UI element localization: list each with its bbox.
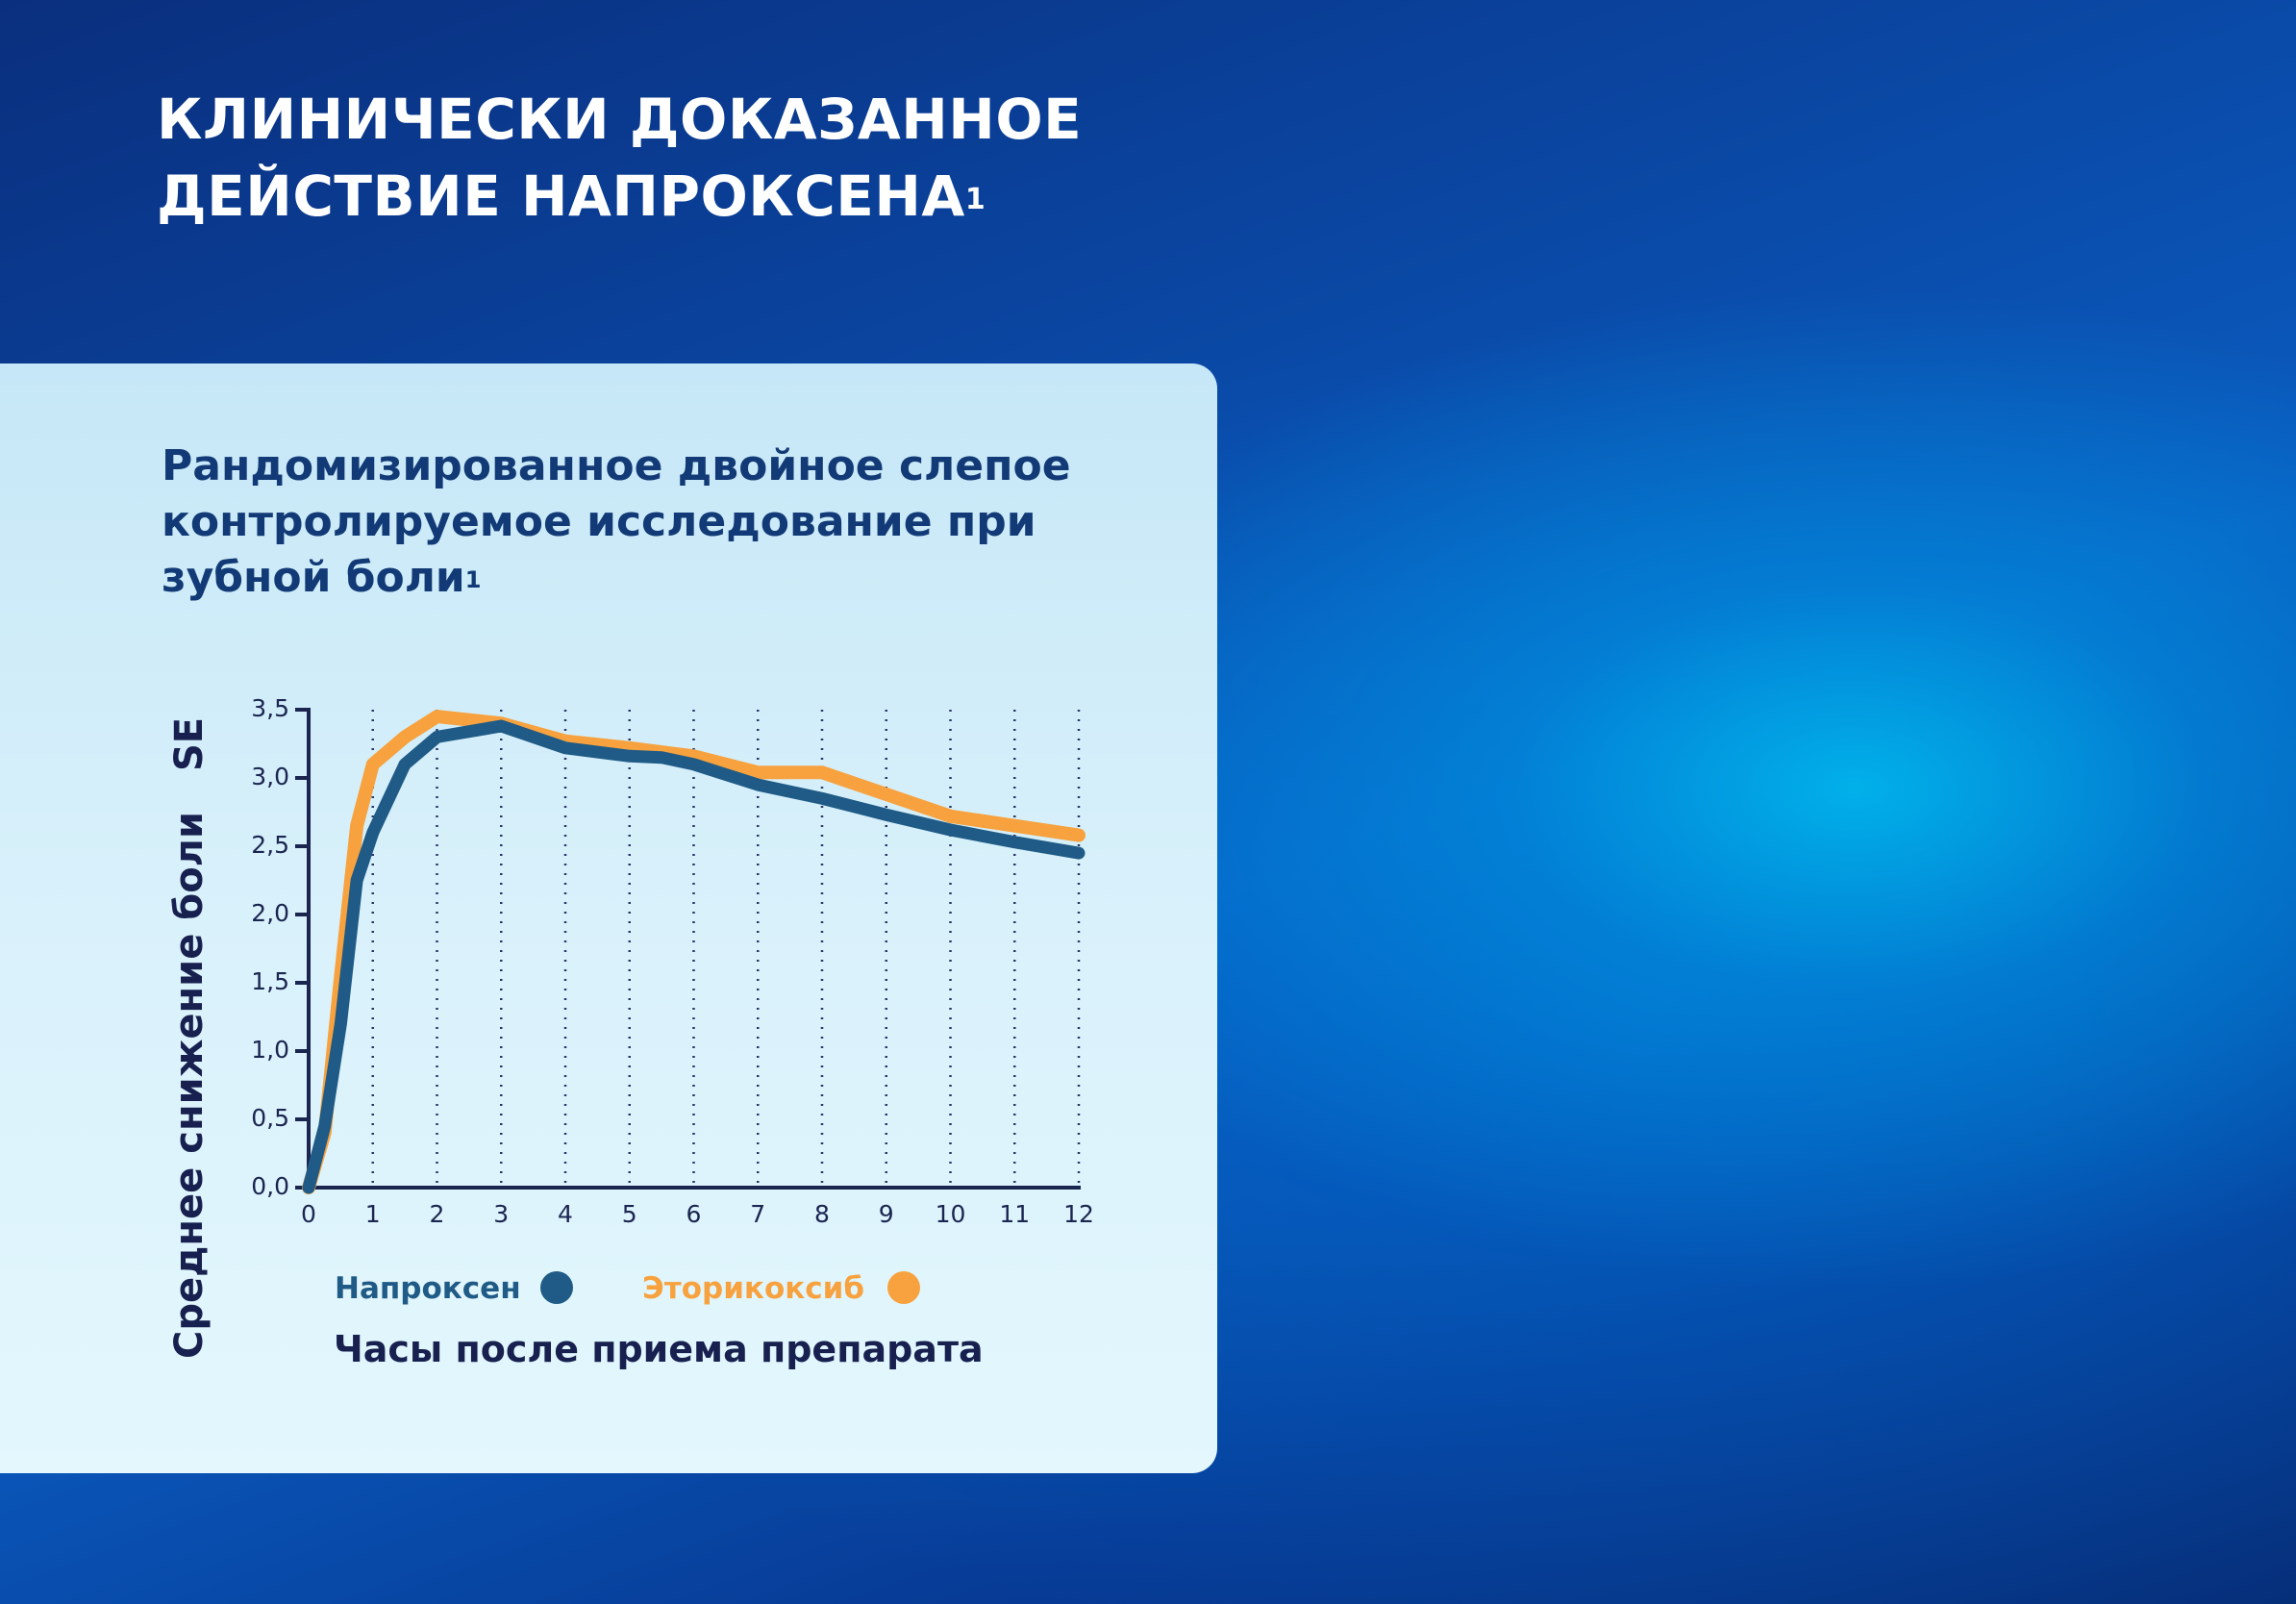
x-tick-labels: 0 1 2 3 4 5 6 7 8 9 10 11 12 [301, 1200, 1094, 1228]
x-tick-label: 9 [879, 1200, 894, 1228]
legend-etoricoxib-marker [887, 1271, 920, 1304]
series-line-naproxen [302, 719, 1086, 1194]
page-title-line2: ДЕЙСТВИЕ НАПРОКСЕНА [157, 163, 965, 229]
y-tick-labels: 0,0 0,5 1,0 1,5 2,0 2,5 3,0 3,5 [251, 694, 289, 1200]
legend-naproxen-marker [540, 1271, 573, 1304]
axes [295, 708, 1081, 1190]
y-tick-label: 3,0 [251, 763, 289, 790]
y-tick-label: 3,5 [251, 694, 289, 722]
x-tick-label: 0 [301, 1200, 316, 1228]
x-tick-label: 11 [999, 1200, 1030, 1228]
study-title-line2: контролируемое исследование при [162, 497, 1036, 546]
x-tick-label: 4 [558, 1200, 573, 1228]
x-tick-label: 6 [686, 1200, 702, 1228]
study-card: Рандомизированное двойное слепое контрол… [0, 363, 1217, 1473]
y-tick-label: 0,0 [251, 1172, 289, 1200]
y-tick-label: 1,5 [251, 967, 289, 995]
pain-relief-chart: 0,00,51,01,52,02,53,03,5 0 1 2 3 4 5 6 7 8 9 10 11 1… [167, 694, 1094, 1370]
y-tick-label: 1,0 [251, 1036, 289, 1064]
y-tick-label: 2,5 [251, 831, 289, 859]
x-axis-label: Часы после приема препарата [334, 1328, 984, 1370]
y-axis-label-suffix: SE [167, 717, 212, 771]
page-title-line1: КЛИНИЧЕСКИ ДОКАЗАННОЕ [157, 87, 1083, 152]
y-tick-label: 0,5 [251, 1104, 289, 1132]
legend-etoricoxib-label: Эторикоксиб [642, 1271, 864, 1306]
x-tick-label: 3 [493, 1200, 509, 1228]
study-title-line1: Рандомизированное двойное слепое [162, 441, 1071, 490]
x-tick-label: 12 [1063, 1200, 1094, 1228]
page-title: КЛИНИЧЕСКИ ДОКАЗАННОЕ ДЕЙСТВИЕ НАПРОКСЕН… [157, 81, 1082, 235]
x-tick-label: 1 [365, 1200, 381, 1228]
study-title: Рандомизированное двойное слепое контрол… [162, 439, 1123, 606]
series-lines [302, 710, 1086, 1194]
x-tick-label: 5 [622, 1200, 637, 1228]
study-title-line3: зубной боли [162, 553, 465, 602]
series-line-etoricoxib [302, 710, 1086, 1194]
y-axis-label-main: Среднее снижение боли [167, 812, 212, 1359]
x-tick-label: 2 [430, 1200, 445, 1228]
x-tick-label: 8 [814, 1200, 830, 1228]
study-title-footnote-mark: 1 [464, 566, 482, 593]
x-tick-label: 10 [936, 1200, 966, 1228]
grid-lines [371, 710, 1081, 1188]
x-tick-label: 7 [750, 1200, 765, 1228]
page-title-footnote-mark: 1 [964, 183, 986, 216]
y-axis-label: Среднее снижение боли SE [167, 717, 212, 1359]
y-tick-label: 2,0 [251, 899, 289, 927]
legend-naproxen-label: Напроксен [335, 1271, 521, 1306]
